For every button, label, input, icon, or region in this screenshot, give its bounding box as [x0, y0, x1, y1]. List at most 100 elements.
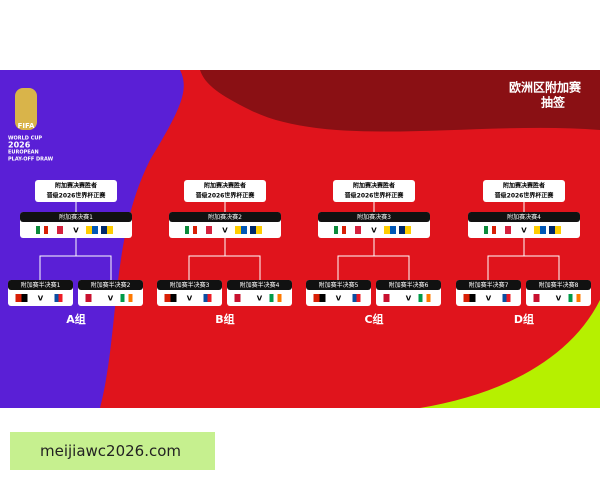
flag	[384, 226, 390, 234]
flag	[502, 294, 507, 302]
semi-box-label: 附加赛半决赛4	[240, 281, 280, 289]
subtitle: 抽签	[541, 95, 566, 110]
semi-box-label: 附加赛半决赛8	[539, 281, 579, 289]
semi-box-head	[157, 280, 222, 290]
vs: V	[222, 227, 228, 235]
flag	[170, 294, 177, 302]
final-box-label: 附加赛决赛4	[507, 213, 541, 221]
flag	[107, 226, 113, 234]
semi-box-label: 附加赛半决赛5	[319, 281, 359, 289]
winner-text: 附加赛决赛胜者	[503, 182, 545, 190]
flag	[240, 294, 247, 302]
vs: V	[257, 295, 263, 303]
flag	[355, 226, 361, 234]
connector	[39, 238, 112, 280]
flag	[128, 294, 133, 302]
winner-text: 晋级2026世界杯正赛	[495, 192, 555, 200]
flag	[199, 294, 204, 302]
winner-text: 附加赛决赛胜者	[55, 182, 97, 190]
flag	[576, 294, 581, 302]
flag	[426, 294, 431, 302]
flag	[352, 294, 357, 302]
vs: V	[187, 295, 193, 303]
flag	[313, 294, 320, 302]
flag	[269, 294, 274, 302]
flag	[185, 226, 189, 234]
logo-line: PLAY-OFF DRAW	[8, 157, 54, 163]
winner-text: 晋级2026世界杯正赛	[345, 192, 405, 200]
semi-box-head	[227, 280, 292, 290]
flag	[120, 294, 125, 302]
final-box-head	[318, 212, 430, 222]
logo-fifa: FIFA	[18, 122, 35, 130]
logo-trophy	[15, 88, 37, 130]
flag	[399, 226, 405, 234]
semi-box-head	[8, 280, 73, 290]
flag	[235, 226, 241, 234]
semi-box-label: 附加赛半决赛7	[469, 281, 509, 289]
logo-line: EUROPEAN	[8, 150, 39, 156]
flag	[15, 294, 22, 302]
flag	[91, 294, 98, 302]
flag	[348, 294, 353, 302]
flag	[506, 294, 511, 302]
semi-box-label: 附加赛半决赛3	[170, 281, 210, 289]
flag	[256, 226, 262, 234]
semi-box-label: 附加赛半决赛6	[389, 281, 429, 289]
flag	[356, 294, 361, 302]
flag	[58, 294, 63, 302]
final-box-label: 附加赛决赛2	[208, 213, 242, 221]
flag	[418, 294, 423, 302]
flag	[533, 294, 540, 302]
flag	[277, 294, 282, 302]
vs: V	[38, 295, 44, 303]
footer-link[interactable]: meijiawc2026.com	[10, 432, 215, 470]
flag	[492, 226, 496, 234]
logo-line: 2026	[8, 141, 31, 150]
vs: V	[556, 295, 562, 303]
semi-box-head	[376, 280, 441, 290]
flag	[250, 226, 256, 234]
winner-box	[333, 180, 415, 202]
flag	[206, 226, 212, 234]
semi-box-head	[526, 280, 591, 290]
bg-red	[100, 70, 600, 408]
flag	[539, 294, 546, 302]
group-label: C组	[364, 312, 383, 326]
semi-box-label: 附加赛半决赛1	[21, 281, 61, 289]
final-box-label: 附加赛决赛1	[59, 213, 93, 221]
flag	[349, 226, 355, 234]
flag	[200, 226, 206, 234]
connector	[487, 238, 560, 280]
flag	[50, 294, 55, 302]
flag	[390, 226, 396, 234]
flag	[21, 294, 28, 302]
flag	[383, 294, 390, 302]
semi-box-head	[306, 280, 371, 290]
flag	[488, 226, 492, 234]
flag	[555, 226, 561, 234]
vs: V	[108, 295, 114, 303]
final-box-head	[20, 212, 132, 222]
semi-box-head	[78, 280, 143, 290]
flag	[44, 226, 48, 234]
winner-text: 晋级2026世界杯正赛	[47, 192, 107, 200]
flag	[36, 226, 40, 234]
flag	[342, 226, 346, 234]
flag	[101, 226, 107, 234]
vs: V	[486, 295, 492, 303]
vs: V	[73, 227, 79, 235]
bg-green	[420, 300, 600, 408]
flag	[273, 294, 278, 302]
semi-box-label: 附加赛半决赛2	[91, 281, 131, 289]
flag	[568, 294, 573, 302]
final-box-label: 附加赛决赛3	[357, 213, 391, 221]
winner-text: 附加赛决赛胜者	[353, 182, 395, 190]
flag	[540, 226, 546, 234]
flag	[469, 294, 476, 302]
vs: V	[336, 295, 342, 303]
winner-box	[184, 180, 266, 202]
vs: V	[521, 227, 527, 235]
